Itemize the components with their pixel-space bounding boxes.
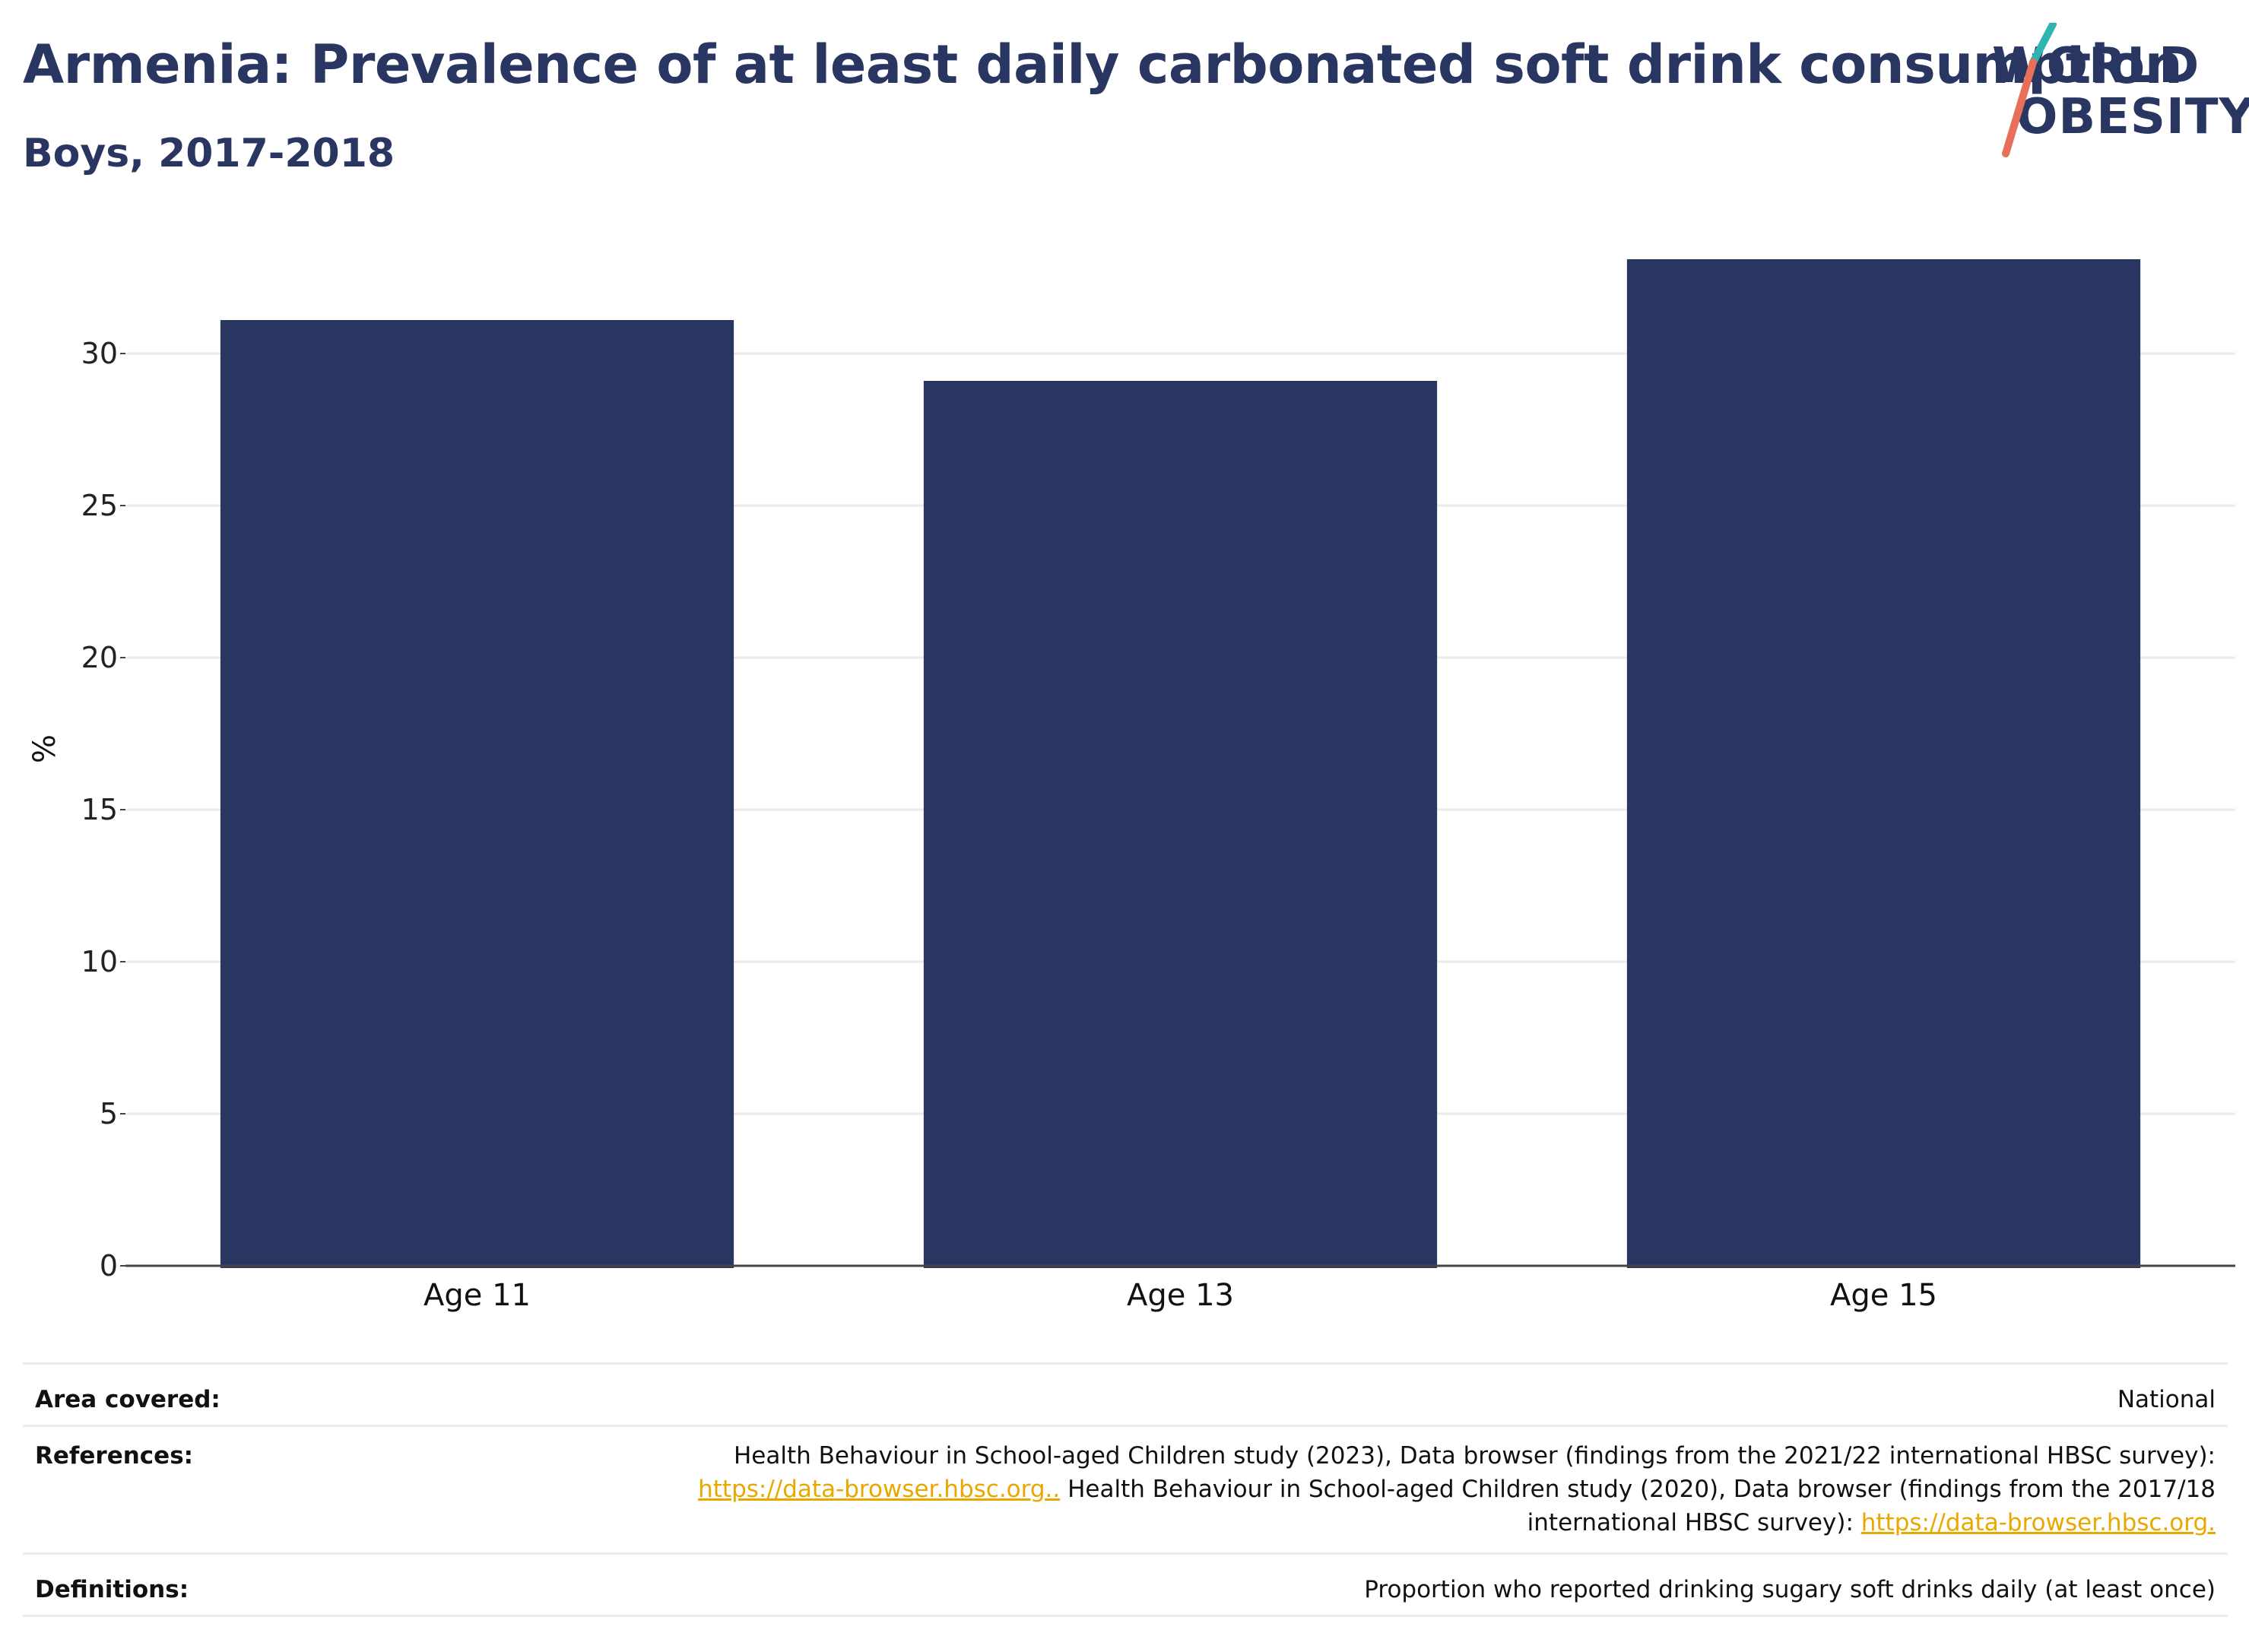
metadata-bottom-border xyxy=(23,1615,2228,1617)
references-line-3-text: international HBSC survey): xyxy=(1527,1509,1861,1536)
definitions-row: Definitions: Proportion who reported dri… xyxy=(23,1552,2228,1617)
reference-link-2[interactable]: https://data-browser.hbsc.org. xyxy=(1860,1509,2216,1536)
y-tick-label-25: 25 xyxy=(81,489,118,522)
area-covered-key: Area covered: xyxy=(35,1386,220,1413)
y-tick-label-0: 0 xyxy=(100,1249,118,1283)
references-value: Health Behaviour in School-aged Children… xyxy=(467,1439,2216,1539)
bar-chart: 0 5 10 15 20 25 30% Age 11 Age 13 Age 15 xyxy=(27,259,2235,1313)
y-tick-label-30: 30 xyxy=(81,337,118,370)
bar-age-15 xyxy=(1626,259,2141,1268)
y-axis-label: % xyxy=(27,734,62,763)
world-obesity-logo: WORLD OBESITY xyxy=(1984,23,2249,160)
references-line-1: Health Behaviour in School-aged Children… xyxy=(734,1442,2216,1470)
y-tick-label-5: 5 xyxy=(100,1097,118,1130)
references-line-3: international HBSC survey): https://data… xyxy=(467,1506,2216,1539)
area-covered-value: National xyxy=(2117,1386,2216,1413)
bar-age-13 xyxy=(923,381,1438,1268)
chart-title: Armenia: Prevalence of at least daily ca… xyxy=(23,33,2183,96)
x-tick-label-age-15: Age 15 xyxy=(1830,1278,1937,1313)
logo-word-obesity: OBESITY xyxy=(2016,89,2249,145)
references-row: References: Health Behaviour in School-a… xyxy=(23,1425,2228,1555)
bar-age-11 xyxy=(220,320,734,1268)
y-tick-label-10: 10 xyxy=(81,945,118,978)
reference-link-1[interactable]: https://data-browser.hbsc.org.. xyxy=(698,1476,1061,1503)
definitions-value: Proportion who reported drinking sugary … xyxy=(1364,1576,2216,1603)
definitions-key: Definitions: xyxy=(35,1576,189,1603)
references-line-2: https://data-browser.hbsc.org.. Health B… xyxy=(467,1473,2216,1506)
x-tick-label-age-13: Age 13 xyxy=(1127,1278,1234,1313)
chart-subtitle: Boys, 2017-2018 xyxy=(23,131,395,176)
references-line-2-text: Health Behaviour in School-aged Children… xyxy=(1060,1476,2216,1503)
x-tick-label-age-11: Age 11 xyxy=(423,1278,531,1313)
y-tick-label-20: 20 xyxy=(81,641,118,674)
y-tick-label-15: 15 xyxy=(81,793,118,826)
area-covered-row: Area covered: National xyxy=(23,1362,2228,1427)
references-key: References: xyxy=(35,1442,194,1470)
logo-slash-icon xyxy=(2002,23,2057,157)
